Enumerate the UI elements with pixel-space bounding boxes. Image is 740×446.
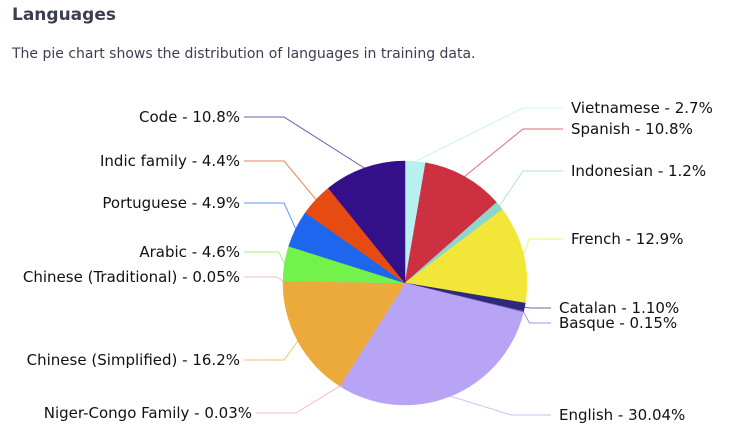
pie-slice-chinese-simplified bbox=[282, 281, 406, 387]
pie-slice-french bbox=[404, 209, 528, 304]
leader-line-basque bbox=[523, 311, 551, 324]
slice-labels: Vietnamese - 2.7% Spanish - 10.8% Indonesi… bbox=[23, 99, 713, 424]
section-description: The pie chart shows the distribution of … bbox=[12, 46, 476, 62]
slice-label-english: English - 30.04% bbox=[559, 406, 685, 424]
leader-lines bbox=[244, 107, 563, 416]
slice-label-basque: Basque - 0.15% bbox=[559, 314, 677, 332]
slice-label-niger-congo-family: Niger-Congo Family - 0.03% bbox=[44, 404, 252, 422]
slice-label-portuguese: Portuguese - 4.9% bbox=[102, 194, 240, 212]
leader-line-catalan bbox=[524, 306, 551, 309]
pie-slice-english bbox=[339, 282, 524, 406]
leader-line-niger-congo-family bbox=[256, 385, 340, 414]
leader-line-code bbox=[244, 116, 365, 169]
leader-line-indonesian bbox=[499, 170, 563, 207]
leader-line-french bbox=[523, 238, 563, 255]
leader-line-chinese-simplified bbox=[244, 340, 299, 361]
pie-slice-code bbox=[327, 160, 406, 284]
slice-label-french: French - 12.9% bbox=[571, 230, 683, 248]
leader-line-indic-family bbox=[244, 160, 317, 200]
leader-line-vietnamese bbox=[415, 107, 563, 162]
slice-label-catalan: Catalan - 1.10% bbox=[559, 299, 679, 317]
slice-label-code: Code - 10.8% bbox=[139, 108, 240, 126]
slice-label-vietnamese: Vietnamese - 2.7% bbox=[571, 99, 713, 117]
slice-label-chinese-simplified: Chinese (Simplified) - 16.2% bbox=[27, 351, 240, 369]
pie-slices bbox=[282, 160, 528, 406]
slice-label-arabic: Arabic - 4.6% bbox=[139, 243, 240, 261]
section-title: Languages bbox=[12, 5, 116, 25]
leader-line-spanish bbox=[464, 128, 563, 177]
leader-line-chinese-traditional bbox=[244, 276, 284, 282]
leader-line-portuguese bbox=[244, 202, 297, 230]
leader-line-arabic bbox=[244, 251, 286, 264]
leader-line-english bbox=[450, 395, 551, 416]
pie-slice-spanish bbox=[404, 162, 497, 284]
slice-label-indonesian: Indonesian - 1.2% bbox=[571, 162, 706, 180]
slice-label-indic-family: Indic family - 4.4% bbox=[100, 152, 240, 170]
slice-label-chinese-traditional: Chinese (Traditional) - 0.05% bbox=[23, 268, 240, 286]
slice-label-spanish: Spanish - 10.8% bbox=[571, 120, 693, 138]
